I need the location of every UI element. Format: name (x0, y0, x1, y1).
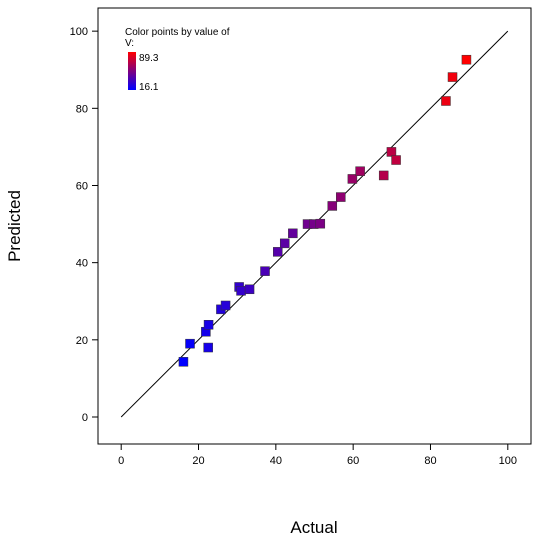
data-point (178, 357, 189, 367)
legend-color-bar (128, 52, 136, 90)
data-point (220, 300, 231, 311)
data-point (378, 170, 389, 181)
y-tick-label: 60 (76, 180, 88, 192)
data-point (203, 320, 214, 330)
legend-min-label: 16.1 (139, 82, 159, 93)
data-point (386, 147, 397, 157)
data-point (203, 342, 213, 353)
x-tick-label: 100 (499, 455, 517, 467)
data-point (288, 228, 298, 239)
legend-title-line1: Color points by value of (125, 27, 230, 38)
data-point (447, 72, 458, 82)
data-point (355, 166, 365, 176)
y-axis-title: Predicted (5, 190, 24, 262)
y-tick-label: 100 (70, 26, 88, 38)
data-point (260, 266, 270, 276)
data-point (279, 238, 290, 249)
x-tick-label: 20 (192, 455, 204, 467)
data-point (236, 286, 246, 296)
legend-max-label: 89.3 (139, 53, 159, 64)
x-tick-label: 60 (347, 455, 359, 467)
y-tick-label: 40 (76, 258, 88, 270)
x-axis-title: Actual (290, 518, 337, 537)
data-point (185, 338, 195, 349)
data-point (336, 192, 346, 202)
data-point (347, 174, 358, 184)
y-tick-label: 0 (82, 412, 88, 424)
data-point (327, 201, 338, 211)
data-point (441, 96, 451, 106)
data-point (315, 218, 326, 229)
data-point (461, 54, 472, 65)
data-points (178, 54, 472, 367)
x-axis-ticks: 0 20 40 60 80 100 (118, 444, 517, 467)
x-tick-label: 0 (118, 455, 124, 467)
y-axis-ticks: 0 20 40 60 80 100 (70, 26, 98, 424)
data-point (391, 155, 401, 165)
x-tick-label: 40 (270, 455, 282, 467)
data-point (273, 247, 283, 257)
data-point (244, 284, 255, 295)
y-tick-label: 20 (76, 335, 88, 347)
x-tick-label: 80 (424, 455, 436, 467)
y-tick-label: 80 (76, 103, 88, 115)
legend-title-line2: V: (125, 38, 134, 49)
color-legend: Color points by value of V: 89.3 16.1 (125, 27, 230, 93)
